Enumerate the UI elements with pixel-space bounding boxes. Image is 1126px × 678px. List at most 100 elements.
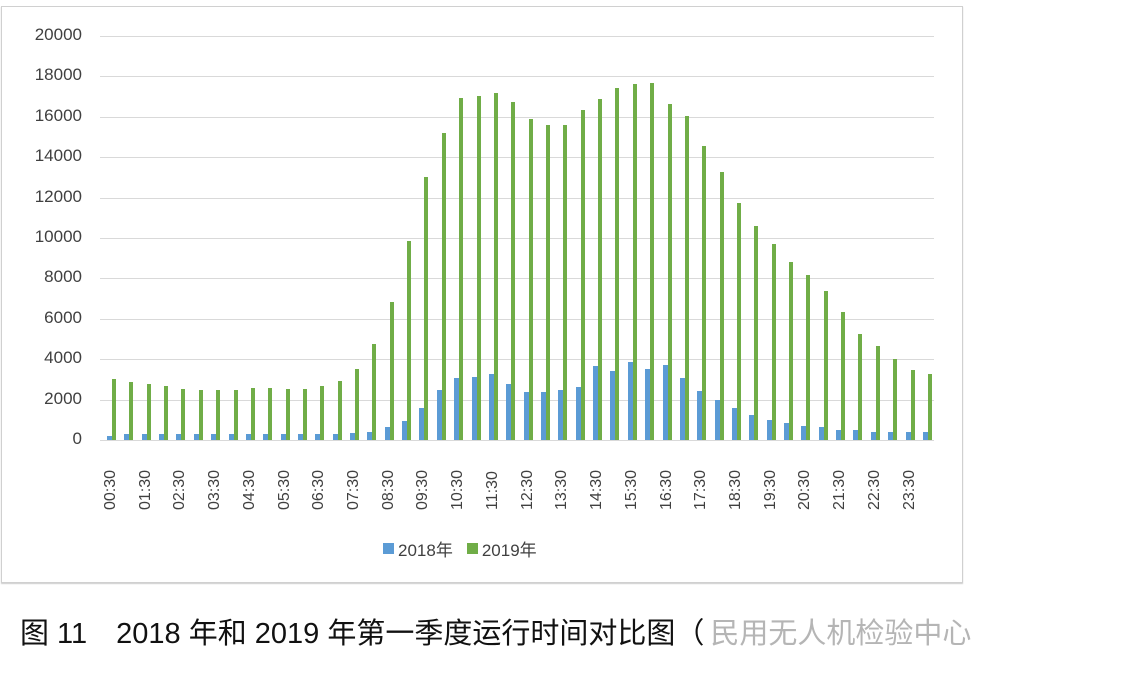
x-tick-label: 17:30 [692, 469, 710, 510]
bar-2018年-15:30 [627, 361, 633, 440]
bar-2018年-18:00 [714, 400, 720, 440]
bar-2019年-12:00 [511, 101, 516, 440]
caption-text: 图 11 2018 年和 2019 年第一季度运行时间对比图（ [20, 618, 705, 650]
x-tick-label: 10:30 [449, 469, 467, 510]
bar-2019年-03:00 [198, 389, 203, 440]
bar-2018年-17:00 [679, 377, 685, 440]
bar-2019年-13:30 [563, 124, 568, 440]
bar-2018年-07:30 [350, 432, 356, 440]
gridline [100, 238, 934, 239]
y-tick-label: 12000 [34, 186, 82, 206]
bar-2018年-08:30 [384, 427, 390, 440]
gridline [100, 157, 934, 159]
x-tick-label: 04:30 [240, 469, 258, 510]
bar-2018年-18:30 [731, 407, 737, 440]
bar-2018年-20:00 [784, 423, 790, 440]
bar-2018年-23:00 [888, 431, 894, 440]
bar-2019年-14:30 [598, 98, 603, 440]
y-tick-label: 16000 [34, 105, 82, 125]
bar-2018年-21:00 [818, 427, 824, 440]
y-tick-label: 0 [72, 429, 82, 448]
bar-2018年-11:00 [471, 376, 477, 440]
bar-2018年-00:30 [107, 435, 112, 440]
bar-2018年-08:00 [367, 431, 373, 440]
bar-2019年-17:30 [702, 146, 707, 440]
bar-2019年-04:30 [250, 388, 255, 440]
bar-2019年-21:30 [841, 311, 846, 440]
x-tick-label: 02:30 [171, 469, 189, 510]
x-tick-label: 13:30 [553, 469, 571, 510]
bar-2019年-10:30 [459, 97, 464, 440]
bar-2019年-12:30 [528, 118, 533, 440]
bar-2019年-16:30 [667, 103, 672, 440]
bar-2018年-10:00 [436, 389, 442, 440]
bar-2018年-01:00 [124, 433, 130, 440]
bar-2018年-24:00 [922, 431, 928, 440]
bar-2019年-02:00 [164, 386, 169, 440]
bar-2019年-06:30 [320, 386, 325, 440]
bar-2018年-13:00 [541, 391, 546, 440]
bar-2019年-21:00 [823, 290, 828, 440]
x-tick-label: 22:30 [865, 469, 883, 510]
legend-item-2019: 2019年 [466, 536, 537, 561]
x-tick-label: 11:30 [483, 471, 501, 510]
bar-2019年-06:00 [302, 389, 307, 440]
legend-label-2018: 2018年 [398, 541, 453, 560]
bar-2019年-07:00 [337, 381, 342, 440]
bar-2018年-02:30 [176, 433, 182, 440]
bar-2018年-09:30 [419, 407, 425, 440]
x-tick-label: 19:30 [761, 469, 779, 510]
bar-2019年-09:30 [424, 177, 429, 440]
bar-2019年-16:00 [650, 83, 655, 440]
x-tick-label: 20:30 [796, 469, 814, 510]
bar-2018年-11:30 [488, 373, 494, 440]
bar-chart: 0 2000 4000 6000 8000 10000 12000 14000 16000 180… [34, 25, 934, 510]
bar-2019年-14:00 [580, 109, 585, 440]
bar-2019年-07:30 [355, 368, 360, 440]
bar-2019年-20:30 [806, 275, 811, 440]
bar-2019年-05:30 [285, 389, 290, 440]
y-tick-label: 10000 [34, 227, 82, 246]
bar-2019年-18:00 [719, 172, 724, 440]
bar-2019年-00:30 [112, 379, 116, 440]
bar-2018年-05:30 [280, 433, 286, 440]
x-tick-label: 16:30 [657, 469, 675, 510]
figure-caption: 图 11 2018 年和 2019 年第一季度运行时间对比图（ 民用无人机检验中心 [20, 610, 971, 652]
bar-2018年-09:00 [402, 421, 408, 440]
bar-2019年-23:00 [893, 358, 898, 440]
x-tick-label: 06:30 [310, 469, 328, 510]
bar-2018年-20:30 [801, 426, 807, 440]
bar-2019年-22:00 [858, 333, 863, 440]
bar-2018年-06:00 [297, 433, 303, 440]
x-tick-label: 07:30 [345, 469, 363, 510]
legend-item-2018: 2018年 [383, 536, 453, 561]
bar-2018年-10:30 [454, 377, 460, 440]
y-tick-label: 14000 [34, 146, 82, 166]
legend-label-2019: 2019年 [481, 541, 537, 560]
gridline [100, 318, 934, 320]
y-tick-label: 2000 [44, 388, 82, 408]
bar-2019年-17:00 [684, 115, 689, 440]
bar-2019年-18:30 [736, 202, 741, 440]
bar-2018年-01:30 [141, 433, 147, 440]
bar-2019年-19:00 [754, 225, 759, 440]
bar-2018年-13:30 [558, 389, 564, 440]
x-tick-label: 01:30 [136, 469, 154, 510]
bar-2019年-03:30 [216, 389, 221, 440]
bar-2018年-06:30 [315, 433, 321, 440]
legend-swatch-2019 [466, 543, 478, 554]
bar-2019年-08:30 [389, 302, 394, 440]
bar-2019年-09:00 [407, 240, 412, 440]
bar-2019年-13:00 [546, 124, 550, 440]
x-tick-label: 12:30 [518, 469, 536, 510]
bar-2018年-04:30 [245, 433, 251, 440]
bar-2018年-22:00 [853, 429, 859, 440]
y-tick-label: 20000 [34, 25, 82, 44]
gridline [100, 359, 934, 361]
gridline [100, 116, 934, 118]
bar-2019年-22:30 [875, 346, 880, 440]
bar-2018年-19:30 [766, 420, 772, 440]
bar-2019年-01:30 [146, 384, 151, 440]
legend-swatch-2018 [383, 543, 394, 554]
gridline [100, 278, 934, 280]
